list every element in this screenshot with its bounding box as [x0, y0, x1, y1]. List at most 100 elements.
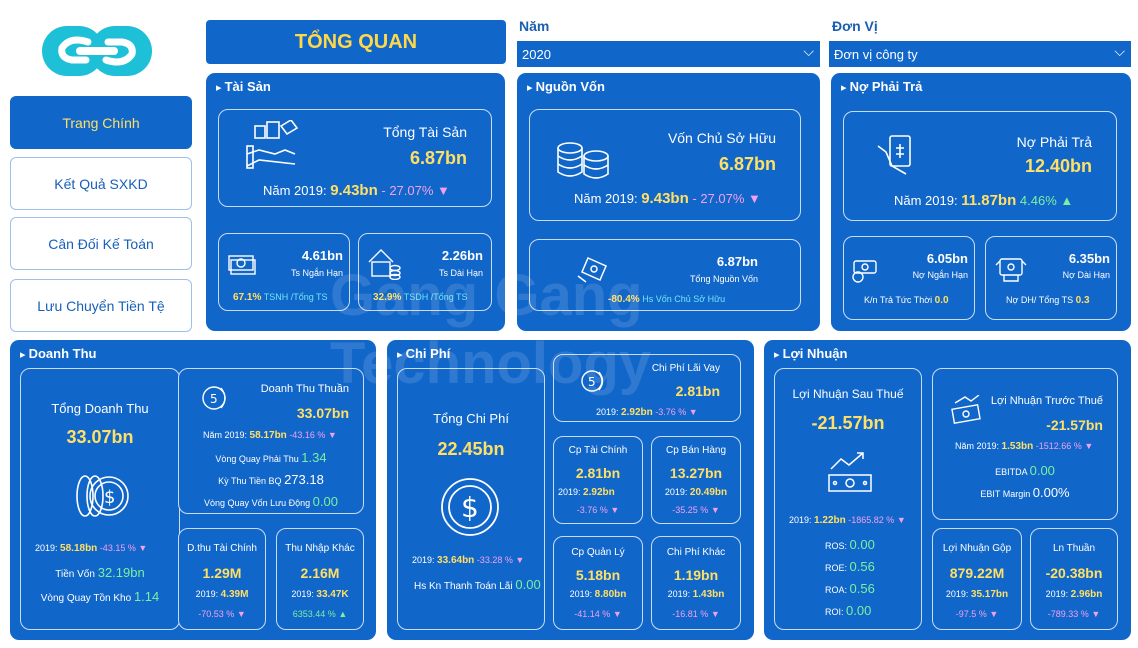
growth-cash-icon [951, 394, 983, 430]
other-income-prev: 2019: 33.47K [277, 589, 363, 600]
total-assets-label: Tổng Tài Sản [383, 124, 467, 140]
change-value: - 27.07% [381, 183, 434, 198]
year-dropdown-value: 2020 [522, 47, 551, 62]
svg-text:5: 5 [210, 392, 218, 406]
cash-capital-label: Tiền Vốn [55, 569, 95, 580]
long-term-debt-value: 6.35bn [1068, 251, 1110, 266]
receivable-turnover: Vòng Quay Phải Thu 1.34 [179, 450, 363, 465]
year-dropdown[interactable]: 2020 ⌵ [517, 41, 820, 67]
change-value: -789.33 % [1047, 609, 1089, 619]
ebit-margin-label: EBIT Margin [980, 489, 1031, 499]
gross-profit-label: Lợi Nhuận Gộp [942, 543, 1012, 554]
total-liabilities-value: 12.40bn [1024, 156, 1092, 176]
net-revenue-prev: Năm 2019: 58.17bn -43.16 % ▼ [203, 430, 337, 441]
gross-profit-card: Lợi Nhuận Gộp 879.22M 2019: 35.17bn -97.… [932, 528, 1022, 630]
svg-text:5: 5 [588, 375, 596, 389]
ros-label: ROS: [825, 541, 848, 551]
no-phai-tra-title: Nợ Phải Trả [841, 79, 923, 94]
receivable-turnover-label: Vòng Quay Phải Thu [215, 454, 299, 464]
roe-value: 0.56 [849, 559, 875, 574]
other-cost-prev: 2019: 1.43bn [652, 589, 740, 600]
company-logo [40, 22, 154, 80]
short-term-debt-card: 6.05bn Nợ Ngắn Hạn K/n Trả Tức Thời 0.0 [843, 236, 975, 320]
change-value: -1512.66 % [1035, 441, 1082, 451]
sales-cost-change: -35.25 % ▼ [652, 505, 740, 515]
working-capital-turnover: Vòng Quay Vốn Lưu Động 0.00 [179, 494, 363, 509]
nav-luu-chuyen-tien-te-button[interactable]: Lưu Chuyển Tiền Tệ [10, 279, 192, 332]
total-revenue-label: Tổng Doanh Thu [51, 401, 149, 416]
other-income-label: Thu Nhập Khác [285, 543, 355, 554]
ebit-margin-value: 0.00% [1032, 485, 1070, 500]
roa-metric: ROA: 0.56 [825, 581, 875, 596]
interest-cost-card: 5 Chi Phí Lãi Vay 2.81bn 2019: 2.92bn -3… [553, 354, 741, 422]
net-revenue-value: 33.07bn [296, 405, 349, 421]
prev-value: 11.87bn [961, 192, 1017, 209]
dollar-coins-icon: $ [71, 473, 131, 524]
nav-ket-qua-sxkd-button[interactable]: Kết Quả SXKD [10, 157, 192, 210]
prev-label: Năm 2019: [574, 191, 638, 206]
other-cost-value: 1.19bn [673, 567, 719, 583]
prev-label: 2019: [195, 589, 219, 599]
nav-trang-chinh-button[interactable]: Trang Chính [10, 96, 192, 149]
long-term-debt-card: 6.35bn Nợ Dài Hạn Nợ DH/ Tổng TS 0.3 [985, 236, 1117, 320]
equity-card: Vốn Chủ Sở Hữu 6.87bn Năm 2019: 9.43bn -… [529, 109, 801, 221]
sales-cost-card: Cp Bán Hàng 13.27bn 2019: 20.49bn -35.25… [651, 436, 741, 524]
doanh-thu-panel: Doanh Thu Tổng Doanh Thu 33.07bn $ 2019:… [10, 340, 376, 640]
total-cost-label: Tổng Chi Phí [433, 411, 509, 426]
equity-prev: Năm 2019: 9.43bn - 27.07% ▼ [574, 190, 761, 207]
collection-period-value: 273.18 [284, 472, 324, 487]
long-term-assets-label: Ts Dài Hạn [438, 268, 483, 278]
cash-icon [227, 252, 257, 283]
other-cost-label: Chi Phí Khác [666, 547, 726, 558]
admin-cost-label: Cp Quản Lý [571, 547, 625, 558]
total-liabilities-prev: Năm 2019: 11.87bn 4.46% ▲ [894, 192, 1073, 209]
prev-label: 2019: [664, 487, 688, 497]
unit-filter-label: Đơn Vị [832, 18, 878, 34]
change-value: -33.28 % [476, 555, 513, 565]
down-arrow-icon: ▼ [515, 555, 525, 565]
after-tax-profit-label: Lợi Nhuận Sau Thuế [792, 387, 904, 401]
nav-can-doi-ke-toan-button[interactable]: Cân Đối Kế Toán [10, 217, 192, 270]
other-income-change: 6353.44 % ▲ [277, 609, 363, 619]
financial-cost-change: -3.76 % ▼ [554, 505, 642, 515]
long-term-debt-label: Nợ Dài Hạn [1062, 270, 1110, 280]
net-operating-profit-card: Ln Thuần -20.38bn 2019: 2.96bn -789.33 %… [1030, 528, 1118, 630]
admin-cost-prev: 2019: 8.80bn [554, 589, 642, 600]
prev-label: Năm 2019: [263, 183, 327, 198]
svg-text:$: $ [104, 487, 115, 508]
ratio-label: TSDH /Tổng TS [403, 292, 468, 302]
change-value: 6353.44 % [292, 609, 336, 619]
interest-coverage-label: Hs Kn Thanh Toán Lãi [414, 581, 513, 592]
inventory-turnover-value: 1.14 [133, 589, 160, 604]
prev-value: 33.64bn [437, 555, 475, 566]
interest-cost-prev: 2019: 2.92bn -3.76 % ▼ [596, 407, 698, 418]
short-term-assets-label: Ts Ngắn Hạn [290, 268, 343, 278]
ros-metric: ROS: 0.00 [825, 537, 875, 552]
prev-value: 2.92bn [583, 487, 615, 498]
change-value: -35.25 % [672, 505, 709, 515]
unit-dropdown[interactable]: Đơn vị công ty ⌵ [829, 41, 1131, 67]
financial-revenue-value: 1.29M [202, 565, 242, 581]
after-tax-profit-value: -21.57bn [811, 413, 885, 433]
admin-cost-value: 5.18bn [575, 567, 621, 583]
short-term-debt-label: Nợ Ngắn Hạn [912, 270, 968, 280]
working-capital-turnover-label: Vòng Quay Vốn Lưu Động [204, 498, 311, 508]
down-arrow-icon: ▼ [710, 505, 720, 515]
change-value: -3.76 % [576, 505, 608, 515]
down-arrow-icon: ▼ [748, 191, 761, 206]
sales-cost-prev: 2019: 20.49bn [652, 487, 740, 498]
roa-value: 0.56 [849, 581, 875, 596]
hand-cash-icon [576, 254, 610, 289]
admin-cost-change: -41.14 % ▼ [554, 609, 642, 619]
down-arrow-icon: ▼ [1084, 441, 1094, 451]
net-revenue-label: Doanh Thu Thuần [260, 383, 349, 395]
roi-label: ROI: [825, 607, 844, 617]
net-operating-profit-change: -789.33 % ▼ [1031, 609, 1117, 619]
ratio-label: Nợ DH/ Tổng TS [1006, 295, 1074, 305]
collection-period: Kỳ Thu Tiền BQ 273.18 [179, 472, 363, 487]
house-coins-icon [367, 248, 401, 285]
other-cost-change: -16.81 % ▼ [652, 609, 740, 619]
long-term-debt-ratio: Nợ DH/ Tổng TS 0.3 [1006, 295, 1090, 306]
roi-value: 0.00 [846, 603, 872, 618]
inventory-turnover: Vòng Quay Tồn Kho 1.14 [21, 589, 179, 604]
